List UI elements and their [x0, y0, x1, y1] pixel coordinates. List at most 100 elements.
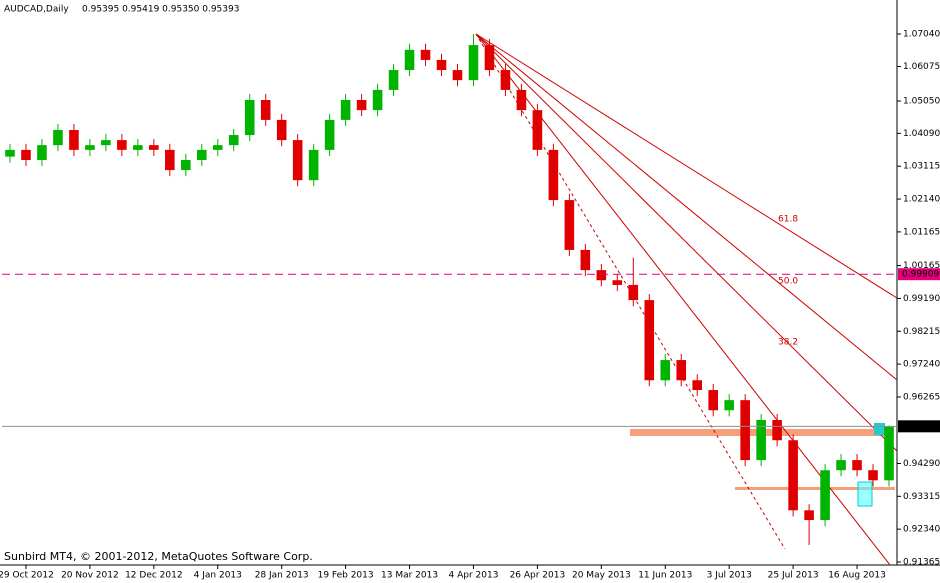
- fan-label: 61.8: [778, 215, 798, 225]
- y-tick-label: 1.07040: [903, 30, 940, 40]
- candle-body: [468, 45, 479, 81]
- marker: [874, 423, 885, 435]
- candle-body: [37, 145, 47, 160]
- candle-body: [372, 89, 383, 111]
- candle-body: [724, 400, 734, 411]
- x-tick-label: 19 Feb 2013: [318, 571, 374, 581]
- candle-body: [388, 70, 399, 90]
- candle-body: [692, 380, 703, 391]
- candle-body: [612, 280, 623, 285]
- y-tick-label: 0.99190: [903, 294, 940, 304]
- candle-body: [548, 149, 559, 201]
- candle-body: [516, 89, 527, 111]
- x-tick-label: 29 Oct 2012: [0, 571, 54, 581]
- candle-body: [21, 149, 31, 160]
- candle-body: [101, 140, 111, 146]
- x-tick-label: 13 Mar 2013: [381, 571, 438, 581]
- candle-body: [212, 145, 223, 150]
- y-tick-label: 1.04090: [903, 129, 940, 139]
- y-tick-label: 0.97240: [903, 360, 940, 370]
- candle-body: [564, 200, 575, 250]
- x-tick-label: 26 Apr 2013: [510, 571, 566, 581]
- y-tick-label: 1.06075: [903, 62, 940, 72]
- candle-body: [196, 149, 207, 160]
- candle-body: [852, 460, 862, 471]
- candle-body: [660, 360, 671, 381]
- candle-body: [404, 49, 415, 71]
- candle-body: [117, 140, 127, 150]
- candle-body: [340, 100, 351, 120]
- candle-body: [772, 420, 782, 441]
- candle-body: [420, 49, 431, 60]
- candle-body: [788, 440, 798, 511]
- candle-body: [308, 149, 319, 181]
- candle-body: [868, 470, 878, 481]
- y-tick-label: 0.96265: [903, 392, 940, 402]
- candle-body: [85, 145, 95, 150]
- x-tick-label: 28 Jan 2013: [255, 571, 309, 581]
- y-tick-label: 1.01165: [903, 227, 940, 237]
- y-tick-label: 1.03115: [903, 162, 940, 172]
- fan-label: 50.0: [778, 277, 798, 287]
- candle-body: [484, 45, 495, 71]
- candle-body: [884, 426, 894, 481]
- candle-body: [596, 270, 607, 281]
- y-tick-label: 1.05050: [903, 97, 940, 107]
- candle-body: [53, 130, 63, 146]
- x-tick-label: 4 Jan 2013: [194, 571, 242, 581]
- x-tick-label: 12 Dec 2012: [125, 571, 183, 581]
- x-tick-label: 3 Jul 2013: [707, 571, 752, 581]
- candle-body: [756, 420, 766, 461]
- candle-body: [644, 300, 655, 381]
- y-tick-label: 0.98215: [903, 327, 940, 337]
- header-ohlc: 0.95395 0.95419 0.95350 0.95393: [82, 5, 239, 15]
- candle-body: [436, 59, 447, 71]
- price-label-box: [898, 420, 940, 433]
- candle-body: [740, 400, 750, 461]
- candle-body: [244, 100, 255, 136]
- candle-body: [452, 70, 463, 81]
- candle-body: [276, 119, 287, 141]
- price-label-box: [898, 268, 940, 281]
- candle-body: [356, 100, 367, 111]
- footer: Sunbird MT4, © 2001-2012, MetaQuotes Sof…: [4, 550, 313, 563]
- x-tick-label: 25 Jul 2013: [768, 571, 819, 581]
- x-tick-label: 4 Apr 2013: [449, 571, 499, 581]
- candle-body: [165, 149, 175, 171]
- x-tick-label: 20 May 2013: [572, 571, 631, 581]
- candle-body: [628, 284, 639, 301]
- y-tick-label: 1.00165: [903, 261, 940, 271]
- candle-body: [708, 390, 718, 411]
- y-tick-label: 0.92340: [903, 525, 940, 535]
- candle-body: [260, 100, 271, 120]
- x-tick-label: 16 Aug 2013: [828, 571, 886, 581]
- price-label: 0.99909: [902, 270, 939, 280]
- x-tick-label: 11 Jun 2013: [638, 571, 692, 581]
- candle-body: [580, 249, 591, 271]
- candle-body: [228, 135, 239, 146]
- candle-body: [181, 159, 191, 171]
- candle-body: [292, 140, 303, 181]
- fan-line: [475, 33, 898, 381]
- candle-body: [133, 145, 143, 150]
- fan-line: [475, 33, 898, 452]
- y-tick-label: 0.91365: [903, 558, 940, 568]
- candle-body: [804, 510, 814, 521]
- x-tick-label: 20 Nov 2012: [61, 571, 119, 581]
- candle-body: [149, 145, 159, 150]
- candle-body: [532, 110, 543, 150]
- candle-body: [69, 130, 79, 150]
- candle-body: [676, 360, 687, 381]
- fan-line: [475, 33, 898, 299]
- y-tick-label: 0.94290: [903, 459, 940, 469]
- marker: [857, 481, 873, 507]
- candle-body: [500, 70, 511, 90]
- candle-body: [5, 149, 15, 157]
- y-tick-label: 0.93315: [903, 492, 940, 502]
- fan-label: 38.2: [778, 338, 798, 348]
- candle-body: [324, 119, 335, 150]
- support-zone: [735, 487, 895, 490]
- price-label: 0.95393: [902, 422, 939, 432]
